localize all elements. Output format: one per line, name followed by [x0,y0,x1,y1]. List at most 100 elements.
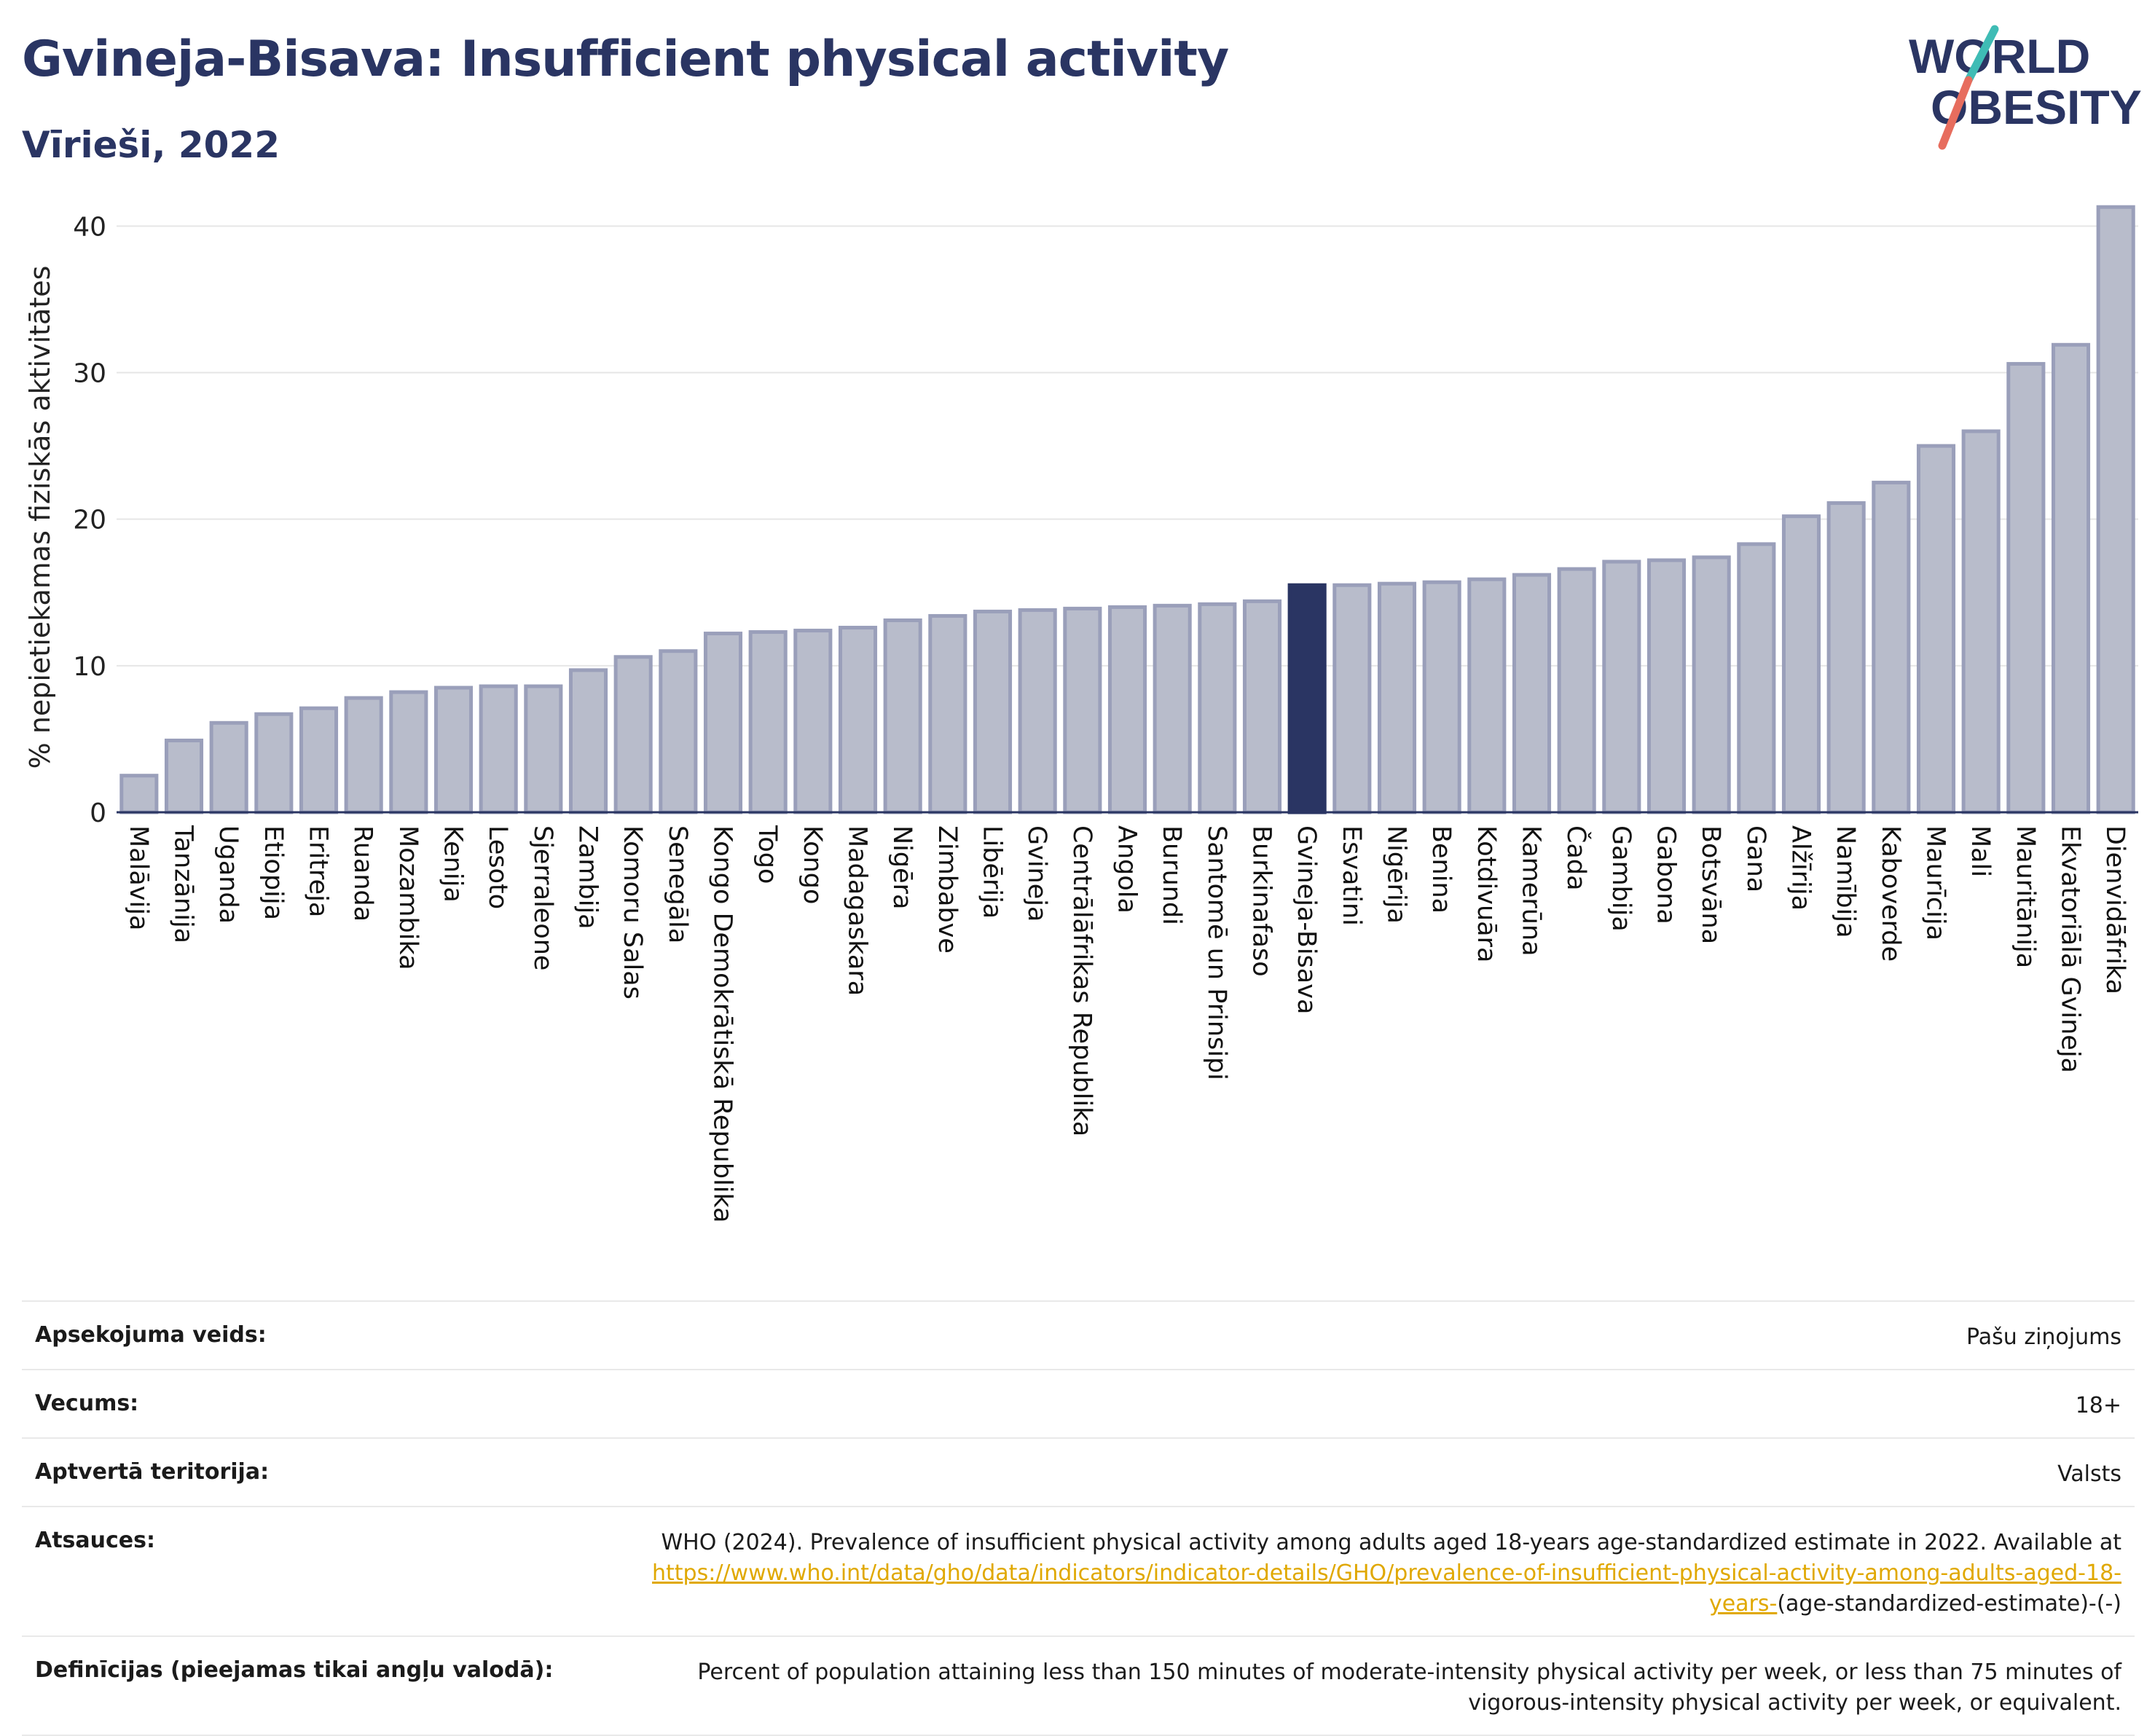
y-tick-label: 0 [90,798,106,828]
x-tick-label: Benina [1426,825,1456,914]
y-tick-label: 20 [73,506,106,535]
bar [2096,205,2135,814]
bar [1826,501,1866,814]
x-tick-label: Madagaskara [843,825,872,996]
y-tick-labels: 0 10 20 30 40 [73,212,106,828]
x-tick-label: Ruanda [348,825,377,922]
x-tick-label: Angola [1112,825,1142,914]
x-tick-label: Malāvija [124,825,153,930]
bar [1153,603,1192,814]
x-tick-label: Lesoto [483,825,512,909]
x-tick-label: Botsvāna [1696,825,1725,944]
source-link[interactable]: https://www.who.int/data/gho/data/indica… [652,1560,2121,1617]
source-tail: (age-standardized-estimate)-(-) [1777,1591,2121,1617]
x-tick-label: Zambija [573,825,602,930]
logo-line1: WORLD [1909,29,2090,83]
meta-key: Definīcijas (pieejamas tikai angļu valod… [22,1635,618,1736]
chart-title: Gvineja-Bisava: Insufficient physical ac… [22,31,1229,88]
bar [703,632,743,814]
x-tick-label: Mali [1966,825,1995,877]
bar [1377,581,1417,814]
x-tick-label: Gvineja-Bisava [1292,825,1321,1014]
x-tick-label: Mozambika [393,825,423,970]
meta-value: WHO (2024). Prevalence of insufficient p… [618,1506,2135,1637]
meta-value: Percent of population attaining less tha… [618,1635,2135,1736]
bar [793,629,833,814]
bar [1916,444,1956,814]
x-tick-label: Kamerūna [1517,825,1546,957]
meta-row-coverage: Aptvertā teritorija: Valsts [22,1437,2135,1507]
bar [1781,514,1821,814]
bar [2006,361,2046,814]
bar [1198,602,1237,814]
bar [119,774,159,814]
meta-value: Pašu ziņojums [618,1300,2135,1370]
bar-highlighted [1287,583,1327,814]
x-tick-label: Namībija [1831,825,1860,938]
chart-subtitle: Vīrieši, 2022 [22,124,280,166]
bar [344,696,383,814]
bar [973,609,1013,814]
bar [659,649,698,814]
x-tick-label: Burkinafaso [1247,825,1276,977]
x-tick-label: Libērija [978,825,1007,919]
bar [1557,567,1596,814]
x-tick-label: Nigēra [887,825,916,910]
x-tick-label: Komoru Salas [618,825,647,999]
bar [1018,608,1057,814]
x-tick-label: Nigērija [1382,825,1411,924]
bar [209,720,248,814]
bar [1602,559,1641,814]
x-tick-label: Kongo Demokrātiskā Republika [708,825,737,1223]
bar [1063,606,1102,814]
meta-key: Aptvertā teritorija: [22,1437,618,1507]
bar [748,630,788,814]
x-tick-label: Esvatini [1337,825,1366,926]
source-text: WHO (2024). Prevalence of insufficient p… [661,1530,2121,1555]
y-tick-label: 10 [73,652,106,682]
x-tick-label: Santomē un Prinsipi [1202,825,1231,1080]
logo-slash-coral [1938,76,1973,150]
x-tick-label: Maurīcija [1921,825,1950,940]
bar [164,738,204,814]
x-tick-label: Centrālāfrikas Republika [1067,825,1096,1136]
x-tick-label: Eritreja [304,825,333,917]
x-tick-label: Gambija [1606,825,1636,932]
x-tick-label: Kenija [439,825,468,903]
world-obesity-logo: WORLD OBESITY [1909,25,2142,150]
bar [1961,429,2001,814]
bar [1332,583,1372,814]
x-tick-label: Gabona [1652,825,1681,924]
x-tick-label: Kotdivuāra [1472,825,1501,962]
bar [613,655,653,814]
bars [119,205,2135,814]
x-tick-label: Dienvidāfrika [2100,825,2130,994]
bar [1737,542,1776,814]
x-tick-label: Ekvatoriālā Gvineja [2056,825,2085,1073]
x-tick-labels: Malāvija Tanzānija Uganda Etiopija Eritreja R… [124,825,2130,1223]
bar [1512,573,1552,814]
bar [389,690,428,814]
meta-key: Vecums: [22,1369,618,1439]
x-tick-label: Togo [753,825,782,884]
bar [1422,580,1461,814]
bar [1646,558,1687,814]
x-tick-label: Mauritānija [2011,825,2040,968]
y-tick-label: 30 [73,359,106,389]
bar [883,618,922,814]
meta-row-sources: Atsauces: WHO (2024). Prevalence of insu… [22,1506,2135,1637]
metadata-table: Apsekojuma veids: Pašu ziņojums Vecums: … [22,1300,2135,1736]
meta-key: Apsekojuma veids: [22,1300,618,1370]
x-tick-label: Zimbabve [933,825,962,954]
bar [433,686,474,814]
bar [568,668,608,814]
bar [838,626,878,814]
bar [1467,577,1507,814]
bar [1872,480,1911,814]
bar [1692,555,1731,814]
meta-value: 18+ [618,1369,2135,1439]
x-tick-label: Burundi [1157,825,1186,925]
x-tick-label: Sjerraleone [528,825,557,970]
x-tick-label: Tanzānija [169,825,198,943]
meta-key: Atsauces: [22,1506,618,1637]
